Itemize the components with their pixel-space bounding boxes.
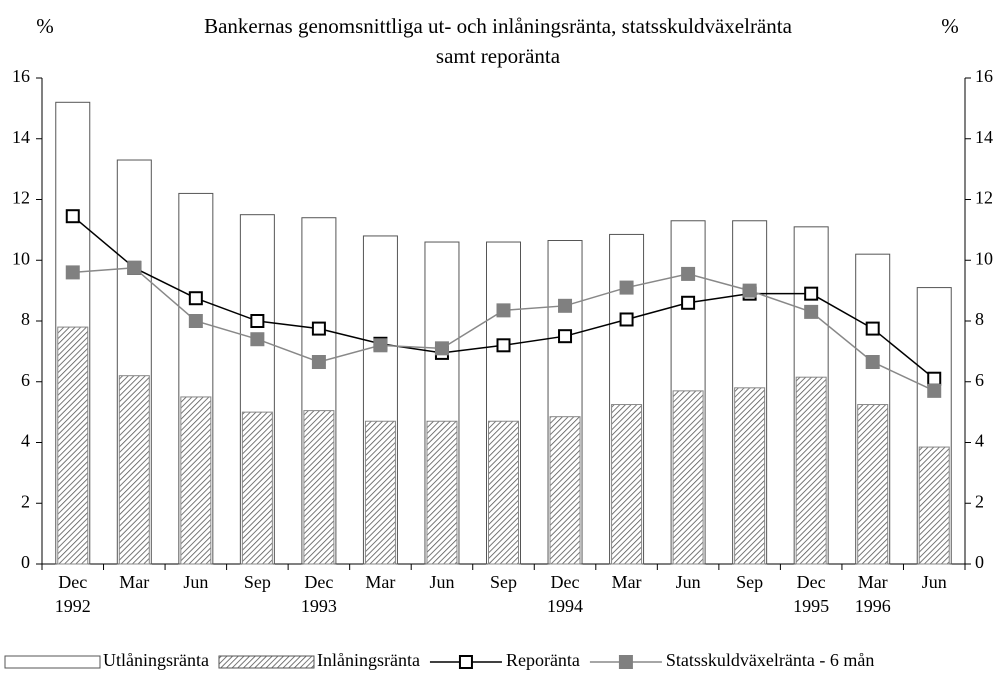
legend-label: Utlåningsränta [103,650,209,670]
y-tick-label: 0 [21,552,30,572]
legend-label: Inlåningsränta [317,650,420,670]
x-tick-label: Dec 1992 [55,572,91,616]
x-tick-label: Sep [244,572,271,592]
bar [241,411,273,565]
bar [488,420,519,565]
y-tick-label: 14 [12,127,30,147]
y-axis-label: % [36,14,54,38]
marker [558,298,573,313]
marker [927,371,942,386]
x-tick-label: Mar [365,572,395,592]
marker [865,321,880,336]
y2-tick-label: 6 [975,370,984,390]
x-tick-label: Mar [119,572,149,592]
bar [549,416,581,565]
marker [188,314,203,328]
x-tick-label: Dec 1995 [793,572,829,616]
bar [611,404,643,565]
marker [65,209,80,224]
bar [303,410,335,565]
marker [865,355,880,370]
marker [681,266,696,281]
marker [373,338,388,353]
y-tick-label: 8 [21,309,30,329]
y2-tick-label: 4 [975,431,984,451]
x-tick-label: Mar [612,572,642,592]
marker [619,312,634,327]
y2-tick-label: 0 [975,552,984,572]
y-tick-label: 2 [21,491,30,511]
x-tick-label: Jun [922,572,947,592]
y-tick-label: 10 [12,248,30,268]
y-tick-label: 12 [12,188,30,208]
x-tick-label: Jun [429,572,454,592]
marker [804,304,819,319]
marker [496,338,511,353]
bar [180,396,212,565]
bar [426,420,458,565]
y2-tick-label: 8 [975,309,984,329]
marker [311,321,326,336]
bar [795,376,827,565]
legend-marker [618,655,633,669]
marker [65,265,80,280]
y2-tick-label: 14 [975,127,993,147]
x-tick-label: Jun [183,572,208,592]
marker [619,280,634,295]
bar [857,404,889,565]
bar [364,420,396,565]
x-tick-label: Sep [490,572,517,592]
x-tick-label: Dec 1993 [301,572,337,616]
y2-tick-label: 2 [975,491,984,511]
y-tick-label: 6 [21,370,30,390]
marker [250,332,265,347]
y2-tick-label: 10 [975,248,993,268]
marker [434,341,449,356]
legend-marker [458,655,473,669]
x-tick-label: Jun [676,572,701,592]
legend-swatch [4,655,101,669]
y-tick-label: 4 [21,431,30,451]
marker [127,260,142,275]
marker [681,295,696,310]
x-tick-label: Dec 1994 [547,572,583,616]
marker [496,303,511,318]
marker [558,329,573,344]
marker [804,286,819,301]
chart-title: Bankernas genomsnittliga ut- och inlånin… [204,14,793,38]
marker [742,283,757,298]
y-tick-label: 16 [12,66,30,86]
bar [57,326,89,565]
y2-tick-label: 16 [975,66,993,86]
y2-tick-label: 12 [975,188,993,208]
x-tick-label: Sep [736,572,763,592]
legend-label: Statsskuldväxelränta - 6 mån [666,650,874,670]
y2-axis-label: % [941,14,959,38]
chart-title: samt reporänta [436,44,561,68]
marker [250,314,265,328]
bar [672,390,704,565]
bar [918,446,950,565]
marker [188,291,203,306]
legend-label: Reporänta [506,650,580,670]
bar [734,387,766,565]
x-tick-label: Mar 1996 [855,572,891,616]
marker [311,355,326,370]
legend-swatch [218,655,315,669]
marker [927,383,942,398]
bar [118,375,150,565]
